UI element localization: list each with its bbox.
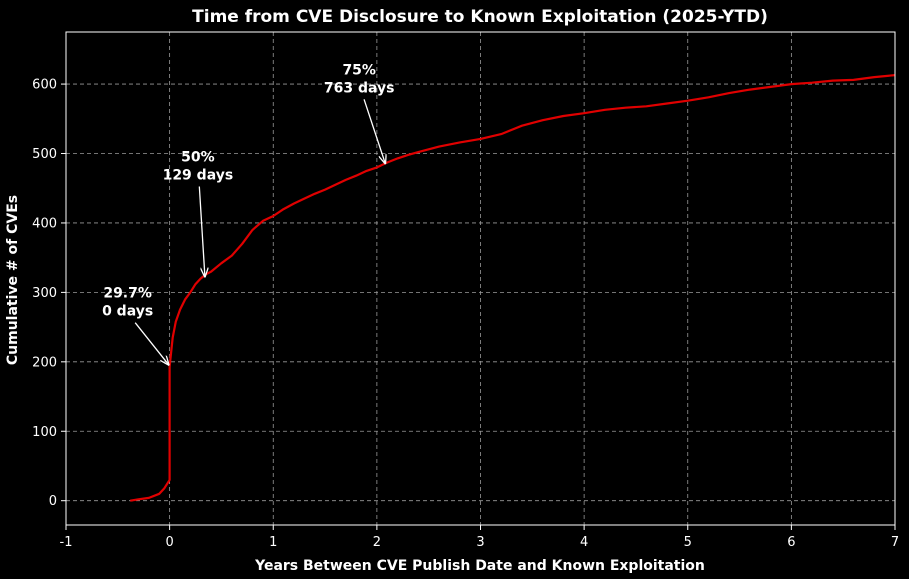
x-tick-label: 2 — [373, 535, 381, 550]
y-tick-label: 600 — [32, 78, 57, 93]
x-tick-label: 3 — [476, 535, 484, 550]
series-layer — [130, 74, 896, 502]
x-tick-label: 5 — [684, 535, 692, 550]
annotation-days: 0 days — [102, 304, 153, 320]
gridlines — [66, 32, 895, 525]
y-tick-label: 500 — [32, 147, 57, 162]
x-tick-label: -1 — [60, 535, 73, 550]
y-tick-label: 0 — [49, 494, 57, 509]
annotations: 29.7% 0 days 50% 129 days 75% 763 days — [102, 62, 395, 365]
cumulative-cve-line — [130, 74, 896, 502]
axis-ticks: -1 0 1 2 3 4 5 6 7 0 100 200 300 400 500 600 — [32, 78, 899, 550]
x-tick-label: 1 — [269, 535, 277, 550]
annotation-percent: 75% — [342, 62, 376, 78]
annotation-percent: 29.7% — [103, 286, 152, 302]
annotation-percent: 50% — [181, 150, 215, 166]
x-axis-label: Years Between CVE Publish Date and Known… — [254, 558, 705, 574]
x-tick-label: 6 — [787, 535, 795, 550]
annotation-arrow — [134, 322, 168, 365]
annotation-days: 763 days — [324, 80, 395, 96]
y-tick-label: 200 — [32, 355, 57, 370]
y-tick-label: 100 — [32, 425, 57, 440]
annotation: 50% 129 days — [163, 150, 234, 277]
y-tick-label: 400 — [32, 216, 57, 231]
x-tick-label: 7 — [891, 535, 899, 550]
chart-title: Time from CVE Disclosure to Known Exploi… — [192, 7, 768, 27]
y-tick-label: 300 — [32, 286, 57, 301]
annotation-arrow — [363, 99, 385, 163]
x-tick-label: 4 — [580, 535, 588, 550]
annotation: 29.7% 0 days — [102, 286, 169, 365]
annotation-arrow — [198, 186, 205, 277]
annotation: 75% 763 days — [324, 62, 395, 163]
y-axis-label: Cumulative # of CVEs — [5, 195, 21, 365]
annotation-days: 129 days — [163, 168, 234, 184]
x-tick-label: 0 — [165, 535, 173, 550]
